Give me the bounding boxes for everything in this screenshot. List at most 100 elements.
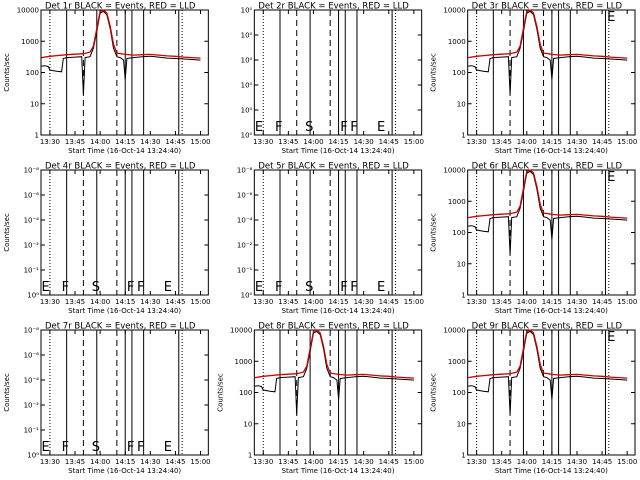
det1-x-tick-label: 14:15 <box>115 138 135 146</box>
det7-annotation-f: F <box>127 440 134 455</box>
det2-y-tick-label: 10⁰ <box>241 132 253 140</box>
det5-x-tick-label: 15:00 <box>404 298 424 306</box>
det4-y-axis-label: Counts/sec <box>3 213 11 252</box>
det9-x-tick-label: 13:30 <box>466 458 486 466</box>
det1-x-tick-label: 14:00 <box>90 138 110 146</box>
det8-panel: Det 8r BLACK = Events, RED = LLD 13:30 13:… <box>216 322 424 476</box>
det6-x-tick-label: 13:45 <box>492 298 512 306</box>
det7-x-tick-label: 13:30 <box>40 458 60 466</box>
det6-x-axis-label: Start Time (16-Oct-14 13:24:40) <box>495 307 608 315</box>
det8-events-series <box>254 330 414 415</box>
det1-events-series <box>41 10 201 95</box>
det4-x-tick-label: 14:30 <box>140 298 160 306</box>
det3-title: Det 3r BLACK = Events, RED = LLD <box>472 2 623 12</box>
det8-x-tick-label: 14:45 <box>379 458 399 466</box>
det7-x-tick-label: 14:00 <box>90 458 110 466</box>
det4-annotation-s: S <box>92 280 100 295</box>
det1-y-tick-label: 1 <box>35 132 39 140</box>
det2-annotation-f: F <box>340 120 347 135</box>
det6-y-axis-label: Counts/sec <box>430 213 438 252</box>
det6-x-tick-label: 15:00 <box>617 298 637 306</box>
det9-title: Det 9r BLACK = Events, RED = LLD <box>472 322 623 332</box>
det2-y-tick-label: 10⁰ <box>241 82 253 90</box>
det4-annotation-e: E <box>42 280 50 295</box>
det5-y-tick-label: 10⁻¹ <box>237 267 253 275</box>
det7-y-tick-label: 10⁻¹ <box>24 427 40 435</box>
det1-x-tick-label: 14:30 <box>140 138 160 146</box>
det5-x-tick-label: 14:15 <box>328 298 348 306</box>
det7-annotation-e: E <box>164 440 172 455</box>
det2-x-tick-label: 15:00 <box>404 138 424 146</box>
det3-x-tick-label: 14:45 <box>592 138 612 146</box>
det3-y-tick-label: 1000 <box>448 38 466 46</box>
det2-panel: Det 2r BLACK = Events, RED = LLD 13:30 13:… <box>241 2 424 156</box>
det9-panel: Det 9r BLACK = Events, RED = LLD 13:30 13:… <box>430 322 638 476</box>
det7-y-axis-label: Counts/sec <box>3 373 11 412</box>
det5-x-tick-label: 14:00 <box>303 298 323 306</box>
det4-x-tick-label: 13:45 <box>65 298 85 306</box>
det6-panel: Det 6r BLACK = Events, RED = LLD 13:30 13:… <box>430 162 638 316</box>
det4-annotation-f: F <box>62 280 69 295</box>
det2-plot-frame <box>253 9 423 136</box>
det4-y-tick-label: 10⁻¹ <box>24 267 40 275</box>
det5-annotation-e: E <box>255 280 263 295</box>
det8-x-tick-label: 13:45 <box>278 458 298 466</box>
det7-panel: Det 7r BLACK = Events, RED = LLD 13:30 13:… <box>3 322 211 476</box>
det4-y-tick-label: 10⁻⁶ <box>24 192 40 200</box>
det5-y-tick-label: 10⁻² <box>237 242 253 250</box>
det3-x-axis-label: Start Time (16-Oct-14 13:24:40) <box>495 147 608 155</box>
det7-x-tick-label: 15:00 <box>190 458 210 466</box>
det3-x-tick-label: 15:00 <box>617 138 637 146</box>
det2-annotation-e: E <box>255 120 263 135</box>
det1-y-tick-label: 10000 <box>17 7 39 15</box>
det2-annotation-f: F <box>275 120 282 135</box>
det2-x-tick-label: 13:45 <box>278 138 298 146</box>
det9-y-tick-label: 10000 <box>443 327 465 335</box>
det4-x-axis-label: Start Time (16-Oct-14 13:24:40) <box>68 307 181 315</box>
det5-x-axis-label: Start Time (16-Oct-14 13:24:40) <box>282 307 395 315</box>
det8-title: Det 8r BLACK = Events, RED = LLD <box>258 322 409 332</box>
det8-x-tick-label: 14:00 <box>303 458 323 466</box>
det1-y-tick-label: 100 <box>26 69 39 77</box>
det2-y-tick-label: 10⁰ <box>241 57 253 65</box>
det7-x-tick-label: 13:45 <box>65 458 85 466</box>
det9-x-tick-label: 13:45 <box>492 458 512 466</box>
det5-annotation-s: S <box>305 280 313 295</box>
det5-x-tick-label: 14:45 <box>379 298 399 306</box>
det7-y-tick-label: 10⁻⁸ <box>24 327 40 335</box>
det7-x-tick-label: 14:15 <box>115 458 135 466</box>
det6-y-tick-label: 100 <box>452 229 465 237</box>
det5-y-tick-label: 10⁻⁸ <box>237 167 253 175</box>
det5-plot-frame <box>253 169 423 296</box>
det1-y-tick-label: 1000 <box>21 38 39 46</box>
det9-y-tick-label: 1 <box>461 452 465 460</box>
det2-y-tick-label: 10⁰ <box>241 7 253 15</box>
det8-y-tick-label: 100 <box>239 389 252 397</box>
det4-annotation-e: E <box>164 280 172 295</box>
det3-x-tick-label: 13:45 <box>492 138 512 146</box>
det9-x-tick-label: 14:00 <box>517 458 537 466</box>
det7-y-tick-label: 10⁻⁴ <box>24 377 40 385</box>
det7-plot-frame <box>40 329 209 456</box>
det6-title: Det 6r BLACK = Events, RED = LLD <box>472 162 623 172</box>
det4-y-tick-label: 10⁻⁴ <box>24 217 40 225</box>
det9-y-tick-label: 100 <box>452 389 465 397</box>
det1-title: Det 1r BLACK = Events, RED = LLD <box>45 2 196 12</box>
det3-x-tick-label: 14:30 <box>567 138 587 146</box>
det3-annotation-e: E <box>607 10 615 25</box>
det5-y-tick-label: 10⁻⁶ <box>237 192 253 200</box>
det2-x-tick-label: 13:30 <box>253 138 273 146</box>
det2-x-tick-label: 14:00 <box>303 138 323 146</box>
det2-y-tick-label: 10⁰ <box>241 107 253 115</box>
det9-y-tick-label: 1000 <box>448 358 466 366</box>
det8-lld-series <box>254 329 414 379</box>
det5-annotation-f: F <box>350 280 357 295</box>
det7-x-tick-label: 14:30 <box>140 458 160 466</box>
det5-annotation-f: F <box>275 280 282 295</box>
det3-y-tick-label: 100 <box>452 69 465 77</box>
det6-annotation-e: E <box>607 170 615 185</box>
det3-x-tick-label: 14:15 <box>542 138 562 146</box>
det2-x-tick-label: 14:30 <box>354 138 374 146</box>
det5-y-tick-label: 10⁻⁴ <box>237 217 253 225</box>
